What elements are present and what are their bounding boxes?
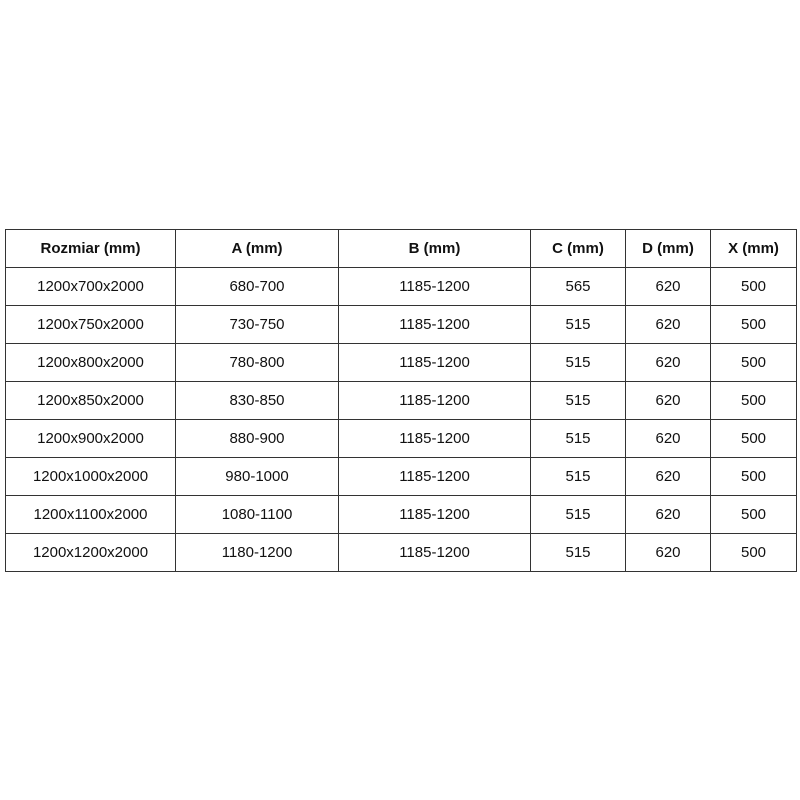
- table-cell: 515: [530, 457, 626, 496]
- table-cell: 620: [625, 533, 711, 572]
- table-cell: 500: [710, 305, 797, 344]
- table-cell: 515: [530, 533, 626, 572]
- table-cell: 730-750: [175, 305, 339, 344]
- table-cell: 1200x850x2000: [5, 381, 176, 420]
- table-cell: 515: [530, 305, 626, 344]
- column-header: D (mm): [625, 229, 711, 268]
- table-row: 1200x800x2000 780-800 1185-1200 515 620 500: [5, 343, 797, 382]
- table-cell: 1200x1100x2000: [5, 495, 176, 534]
- table-row: 1200x700x2000 680-700 1185-1200 565 620 500: [5, 267, 797, 306]
- table-cell: 1185-1200: [338, 343, 531, 382]
- table-cell: 500: [710, 381, 797, 420]
- dimensions-table: Rozmiar (mm) A (mm) B (mm) C (mm) D (mm) X (m…: [5, 229, 797, 572]
- header-row: Rozmiar (mm) A (mm) B (mm) C (mm) D (mm) X (m…: [5, 229, 797, 268]
- column-header: Rozmiar (mm): [5, 229, 176, 268]
- table-cell: 620: [625, 305, 711, 344]
- table-cell: 620: [625, 381, 711, 420]
- table-row: 1200x1200x2000 1180-1200 1185-1200 515 620 50…: [5, 533, 797, 572]
- table-cell: 1080-1100: [175, 495, 339, 534]
- table-cell: 830-850: [175, 381, 339, 420]
- table-row: 1200x850x2000 830-850 1185-1200 515 620 500: [5, 381, 797, 420]
- table-cell: 1185-1200: [338, 533, 531, 572]
- table-cell: 1185-1200: [338, 419, 531, 458]
- table-cell: 515: [530, 381, 626, 420]
- table-cell: 515: [530, 419, 626, 458]
- table-cell: 515: [530, 495, 626, 534]
- table-cell: 780-800: [175, 343, 339, 382]
- table-cell: 1200x750x2000: [5, 305, 176, 344]
- table-cell: 1200x800x2000: [5, 343, 176, 382]
- column-header: C (mm): [530, 229, 626, 268]
- table-cell: 880-900: [175, 419, 339, 458]
- table-row: 1200x1100x2000 1080-1100 1185-1200 515 620 50…: [5, 495, 797, 534]
- table-cell: 620: [625, 267, 711, 306]
- table-cell: 1200x1000x2000: [5, 457, 176, 496]
- table-cell: 1200x1200x2000: [5, 533, 176, 572]
- table-cell: 1185-1200: [338, 267, 531, 306]
- table-cell: 1200x900x2000: [5, 419, 176, 458]
- table-cell: 1180-1200: [175, 533, 339, 572]
- table-cell: 500: [710, 533, 797, 572]
- table-cell: 1185-1200: [338, 305, 531, 344]
- column-header: A (mm): [175, 229, 339, 268]
- table-cell: 500: [710, 457, 797, 496]
- table-cell: 1185-1200: [338, 381, 531, 420]
- table-cell: 565: [530, 267, 626, 306]
- table-cell: 515: [530, 343, 626, 382]
- table-cell: 620: [625, 457, 711, 496]
- table-cell: 1200x700x2000: [5, 267, 176, 306]
- table-cell: 680-700: [175, 267, 339, 306]
- column-header: B (mm): [338, 229, 531, 268]
- table-cell: 1185-1200: [338, 457, 531, 496]
- table-cell: 980-1000: [175, 457, 339, 496]
- table-cell: 620: [625, 495, 711, 534]
- table-cell: 500: [710, 343, 797, 382]
- table-cell: 500: [710, 495, 797, 534]
- table-cell: 620: [625, 343, 711, 382]
- table-cell: 500: [710, 267, 797, 306]
- column-header: X (mm): [710, 229, 797, 268]
- table-row: 1200x750x2000 730-750 1185-1200 515 620 500: [5, 305, 797, 344]
- table-row: 1200x900x2000 880-900 1185-1200 515 620 500: [5, 419, 797, 458]
- table-row: 1200x1000x2000 980-1000 1185-1200 515 620 500: [5, 457, 797, 496]
- table-cell: 1185-1200: [338, 495, 531, 534]
- table-cell: 620: [625, 419, 711, 458]
- table-cell: 500: [710, 419, 797, 458]
